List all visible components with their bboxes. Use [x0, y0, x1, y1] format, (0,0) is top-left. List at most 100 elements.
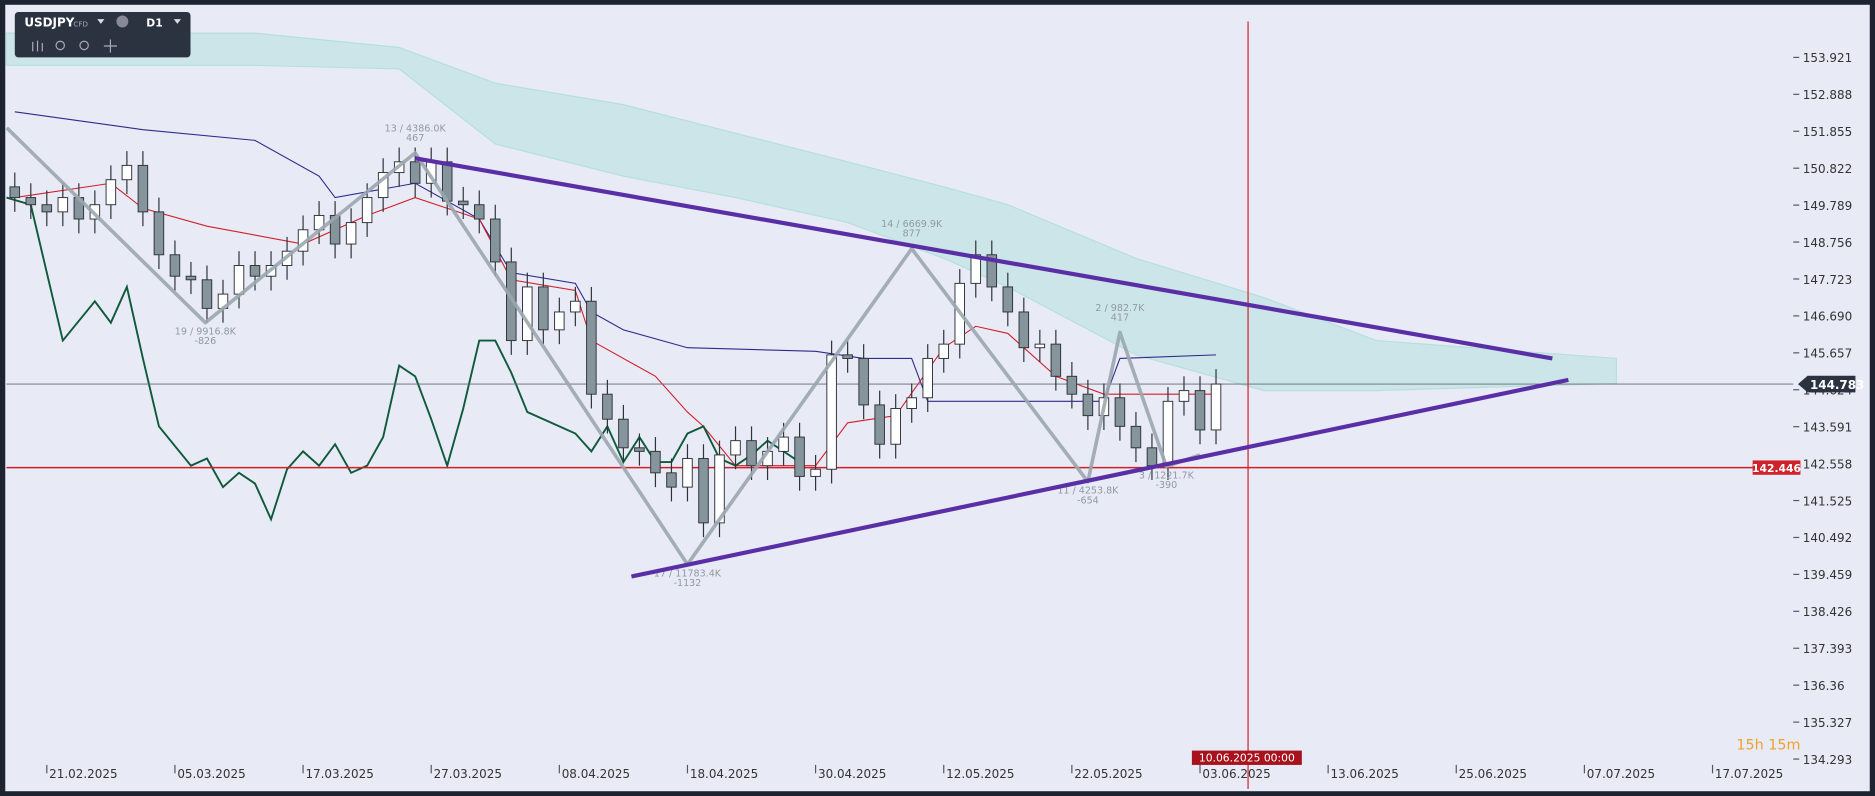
y-tick-label: 148.756	[1803, 236, 1852, 250]
y-tick-label: 135.327	[1803, 716, 1852, 730]
candle-body	[490, 218, 501, 263]
dropdown-arrow[interactable]	[173, 19, 181, 24]
candle-body	[153, 211, 165, 256]
y-tick-label: 143.591	[1803, 420, 1852, 434]
y-tick-label: 153.921	[1803, 51, 1852, 65]
candle-body	[858, 357, 869, 406]
x-tick-label: 03.06.2025	[1202, 767, 1270, 781]
zoom-in-icon[interactable]	[79, 40, 89, 51]
candle-body	[409, 161, 421, 184]
y-tick-label: 142.558	[1803, 457, 1852, 471]
crosshair-icon[interactable]	[103, 39, 117, 53]
zigzag-label: 11 / 4253.8K	[1057, 486, 1119, 497]
candle-body	[233, 265, 245, 295]
candle-body	[185, 275, 197, 281]
x-tick-label: 30.04.2025	[818, 767, 886, 781]
y-tick-label: 149.789	[1803, 199, 1852, 213]
zigzag-label: -826	[195, 336, 217, 347]
candle-body	[1082, 393, 1094, 417]
candle-body	[1178, 390, 1190, 402]
zigzag-label: 467	[406, 133, 424, 144]
zigzag-label: 17 / 11783.4K	[654, 568, 722, 579]
hline-badge-label: 142.446	[1752, 462, 1801, 475]
zigzag-label: 19 / 9916.8K	[175, 327, 237, 338]
candle-body	[618, 418, 629, 449]
zoom-out-icon[interactable]	[55, 40, 66, 51]
candle-body	[874, 404, 885, 445]
ichimoku-cloud	[5, 32, 1618, 392]
instrument-type: CFD	[73, 19, 88, 28]
y-tick-label: 138.426	[1803, 605, 1852, 619]
trend-line	[630, 377, 1569, 579]
candle-body	[1050, 343, 1062, 377]
y-tick-label: 134.293	[1803, 753, 1852, 767]
candle-body	[634, 447, 645, 452]
x-tick-label: 25.06.2025	[1459, 767, 1527, 781]
candle-body	[1114, 397, 1126, 427]
price-badge	[1798, 375, 1856, 393]
candle-body	[473, 204, 485, 220]
candle-body	[57, 197, 69, 213]
hline-badge	[1752, 460, 1801, 475]
trend-line	[414, 156, 1553, 361]
candle-body	[522, 286, 533, 342]
candle-body	[570, 300, 581, 313]
candle-body	[121, 164, 133, 181]
x-tick-label: 21.02.2025	[49, 767, 117, 781]
candle-body	[730, 440, 741, 456]
y-tick-label: 141.525	[1803, 494, 1852, 508]
candle-body	[922, 357, 933, 399]
candle-body	[1034, 343, 1046, 349]
price-badge-label: 144.783	[1810, 378, 1864, 392]
candle-body	[538, 286, 549, 331]
toolbar: USDJPY CFD D1	[14, 11, 191, 58]
zigzag-label: 877	[903, 229, 921, 240]
candle-body	[714, 454, 725, 524]
info-icon[interactable]	[116, 15, 129, 28]
y-tick-label: 146.690	[1803, 310, 1852, 324]
zigzag-label: 417	[1111, 312, 1129, 323]
x-tick-label: 17.07.2025	[1715, 767, 1783, 781]
candle-body	[201, 279, 213, 309]
candle-body	[970, 254, 982, 284]
candle-body	[249, 265, 261, 277]
y-tick-label: 145.657	[1803, 347, 1852, 361]
candle-body	[361, 197, 373, 224]
candle-body	[682, 458, 693, 488]
candle-body	[666, 472, 677, 488]
indicator-icon[interactable]	[32, 40, 43, 52]
indicator-line	[6, 196, 801, 522]
zigzag-label: 2 / 982.7K	[1095, 303, 1145, 314]
symbol[interactable]: USDJPY	[24, 15, 74, 29]
x-tick-label: 13.06.2025	[1331, 767, 1399, 781]
candle-body	[810, 468, 821, 477]
timeframe[interactable]: D1	[146, 16, 162, 29]
candle-body	[698, 458, 709, 524]
x-tick-label: 08.04.2025	[562, 767, 630, 781]
y-tick-label: 150.822	[1803, 162, 1852, 176]
dropdown-arrow[interactable]	[97, 19, 105, 24]
candle-body	[826, 354, 837, 470]
candle-body	[1002, 286, 1014, 313]
candle-body	[746, 440, 757, 467]
x-tick-label: 07.07.2025	[1587, 767, 1655, 781]
countdown: 15h 15m	[1736, 737, 1800, 753]
vline-badge-label: 10.06.2025 00:00	[1199, 751, 1295, 764]
x-tick-label: 05.03.2025	[177, 767, 245, 781]
y-tick-label: 137.393	[1803, 642, 1852, 656]
candle-body	[554, 311, 565, 331]
zigzag-label: 14 / 6669.9K	[881, 219, 943, 230]
candle-body	[986, 254, 998, 288]
candle-body	[105, 179, 117, 206]
candle-body	[1018, 311, 1030, 349]
y-tick-label: 151.855	[1803, 125, 1852, 139]
x-tick-label: 12.05.2025	[946, 767, 1014, 781]
candle-body	[650, 450, 661, 474]
zigzag-label: -654	[1077, 495, 1099, 506]
candle-body	[345, 222, 357, 245]
candle-body	[25, 197, 37, 206]
candle-body	[169, 254, 181, 277]
x-tick-label: 17.03.2025	[305, 767, 373, 781]
candle-body	[794, 436, 805, 477]
